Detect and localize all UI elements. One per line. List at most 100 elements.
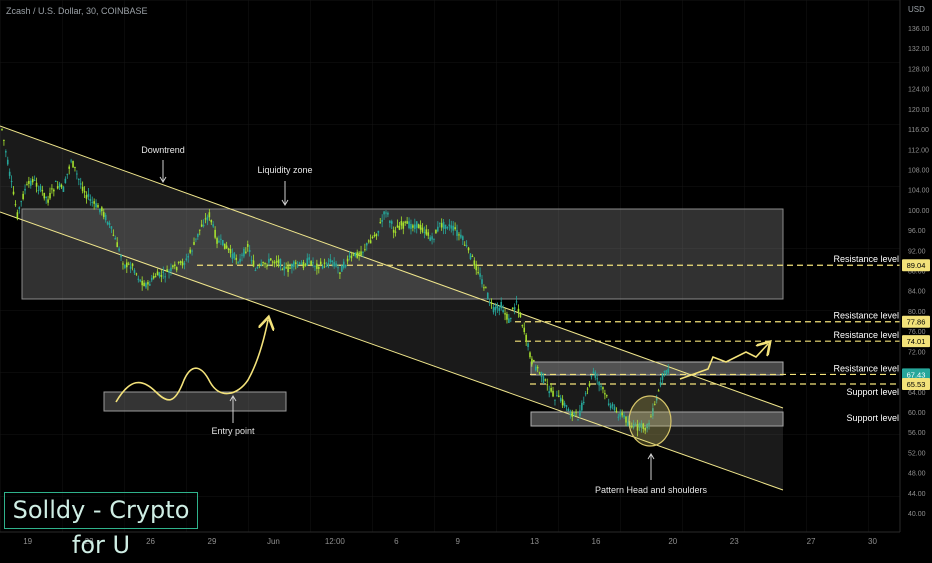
candle-body (444, 224, 447, 229)
level-label: Support level (846, 387, 899, 397)
candle-body (586, 388, 589, 390)
price-chart[interactable]: Resistance level Resistance level Resistan… (0, 0, 932, 550)
candle-body (268, 258, 270, 263)
candle-body (293, 261, 295, 267)
candle-body (607, 403, 610, 406)
candle-body (204, 218, 207, 220)
candle-body (120, 255, 122, 258)
candle-body (30, 180, 32, 186)
candle-body (442, 221, 445, 229)
price-badge (902, 378, 930, 391)
price-badge (902, 335, 930, 348)
candle-body (79, 183, 82, 185)
price-badge (902, 315, 930, 328)
candle-body (465, 245, 468, 247)
candle-body (264, 262, 266, 265)
candle-body (448, 224, 451, 227)
candle-body (150, 277, 153, 281)
candle-body (185, 258, 188, 261)
candle-body (438, 222, 441, 224)
candle-body (250, 259, 253, 261)
candle-body (41, 189, 44, 192)
candle-body (323, 262, 326, 264)
candle-body (212, 224, 214, 227)
candle-body (344, 264, 347, 267)
candle-body (262, 262, 264, 264)
candle-body (298, 262, 301, 264)
candle-body (498, 308, 501, 311)
candle-body (565, 405, 568, 407)
candle-body (193, 242, 195, 245)
price-badge (902, 368, 930, 381)
candle-body (504, 313, 506, 315)
candle-body (511, 307, 514, 309)
level-label: Resistance level (833, 254, 899, 264)
candle-body (87, 193, 90, 197)
candle-body (630, 426, 633, 428)
candle-body (456, 230, 458, 236)
candle-body (381, 219, 383, 222)
candle-body (266, 265, 268, 267)
candle-body (248, 249, 251, 253)
candle-body (68, 166, 70, 169)
y-tick-label: 96.00 (908, 228, 926, 235)
candle-body (552, 390, 554, 397)
x-tick-label: 16 (592, 537, 601, 546)
candle-body (72, 161, 74, 168)
candle-body (74, 166, 76, 168)
candle-body (621, 412, 623, 416)
candle-body (139, 279, 142, 282)
candle-body (414, 224, 416, 229)
candle-body (127, 263, 130, 265)
candle-body (634, 424, 637, 426)
candle-body (358, 252, 360, 255)
candle-body (584, 393, 587, 395)
candle-body (640, 423, 643, 428)
y-tick-label: 108.00 (908, 167, 930, 174)
candle-body (191, 250, 193, 252)
candle-body (527, 343, 529, 348)
candle-body (83, 190, 86, 193)
candle-body (252, 260, 255, 267)
candle-body (389, 220, 391, 224)
candle-body (481, 279, 483, 285)
candle-body (256, 267, 259, 269)
candle-body (588, 383, 591, 386)
candle-body (314, 265, 316, 267)
candle-body (62, 186, 65, 192)
candle-body (454, 227, 456, 230)
candle-body (460, 234, 462, 238)
candle-body (33, 179, 36, 181)
candle-body (638, 423, 641, 428)
candle-body (536, 366, 539, 369)
candle-body (312, 262, 314, 264)
candle-body (158, 272, 161, 277)
candle-body (26, 184, 28, 186)
candle-body (400, 221, 403, 226)
downtrend-arrow-head (159, 176, 167, 183)
candle-body (394, 231, 397, 233)
x-tick-label: 19 (23, 537, 32, 546)
y-tick-label: 92.00 (908, 248, 926, 255)
candle-body (362, 251, 364, 253)
candle-body (246, 244, 249, 247)
candle-body (408, 221, 410, 229)
entry-curve-path (115, 320, 268, 403)
candle-body (431, 236, 433, 240)
candle-body (116, 242, 118, 248)
candle-body (598, 381, 600, 386)
entry-zone-box (103, 391, 287, 412)
level-label: Resistance level (833, 363, 899, 373)
candle-body (283, 266, 286, 271)
candle-body (20, 201, 22, 203)
level-label: Resistance level (833, 330, 899, 340)
candle-body (277, 259, 280, 264)
candle-body (559, 397, 562, 402)
candle-body (325, 266, 328, 268)
candle-body (429, 237, 431, 241)
candle-body (346, 258, 349, 262)
candle-body (446, 227, 449, 229)
entry-arrow-head (229, 395, 237, 402)
x-tick-label: 6 (394, 537, 399, 546)
candle-body (623, 415, 625, 418)
